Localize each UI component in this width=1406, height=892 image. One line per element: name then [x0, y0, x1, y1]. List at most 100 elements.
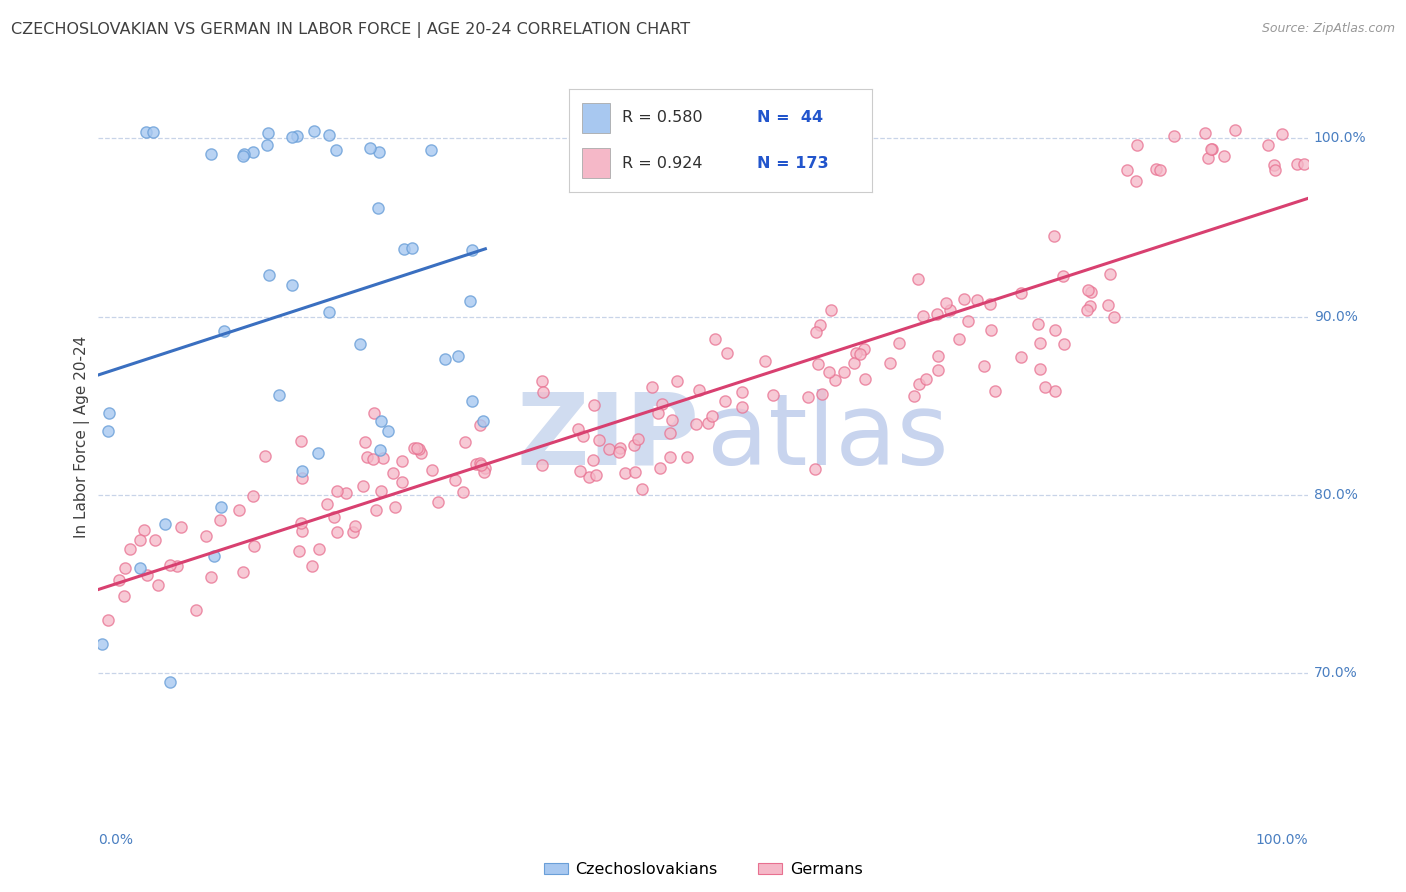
Point: [1102, 310, 1125, 324]
Point: [953, 293, 976, 307]
Point: [377, 424, 399, 438]
Point: [135, 125, 157, 139]
Legend: Czechoslovakians, Germans: Czechoslovakians, Germans: [537, 856, 869, 884]
Point: [688, 383, 710, 397]
Point: [624, 465, 647, 479]
Point: [915, 372, 938, 386]
Point: [641, 380, 664, 394]
Point: [957, 314, 980, 328]
Point: [530, 374, 553, 388]
Point: [382, 466, 405, 480]
Point: [716, 345, 738, 359]
Point: [143, 533, 166, 548]
Point: [700, 409, 723, 424]
Point: [1257, 137, 1279, 152]
Point: [470, 458, 492, 472]
Point: [291, 470, 314, 484]
Point: [281, 278, 304, 293]
Point: [232, 147, 254, 161]
Point: [433, 351, 456, 366]
Point: [666, 374, 689, 388]
Point: [530, 458, 553, 472]
Point: [879, 356, 901, 370]
Point: [1052, 269, 1074, 284]
FancyBboxPatch shape: [582, 148, 610, 178]
Point: [200, 147, 222, 161]
Point: [659, 426, 682, 441]
Point: [344, 519, 367, 533]
Point: [232, 149, 254, 163]
Point: [352, 479, 374, 493]
Point: [1028, 361, 1050, 376]
Point: [291, 464, 314, 478]
Point: [1225, 123, 1247, 137]
Point: [1201, 142, 1223, 156]
Point: [460, 293, 482, 308]
Point: [583, 398, 606, 412]
Point: [685, 417, 707, 432]
Point: [202, 549, 225, 563]
Point: [142, 125, 165, 139]
Point: [242, 145, 264, 159]
Point: [285, 128, 308, 143]
Point: [842, 356, 865, 370]
Point: [318, 128, 340, 142]
Point: [1125, 137, 1147, 152]
Point: [460, 243, 482, 257]
Point: [447, 350, 470, 364]
Point: [363, 406, 385, 420]
Point: [409, 446, 432, 460]
Point: [927, 363, 949, 377]
Point: [1098, 267, 1121, 281]
Point: [571, 429, 593, 443]
Text: 0.0%: 0.0%: [98, 833, 134, 847]
Point: [288, 543, 311, 558]
Point: [973, 359, 995, 374]
Point: [159, 675, 181, 690]
Point: [136, 567, 159, 582]
FancyBboxPatch shape: [582, 103, 610, 133]
Point: [908, 376, 931, 391]
Point: [1201, 142, 1223, 156]
Point: [1043, 228, 1066, 243]
Point: [427, 495, 450, 509]
Point: [232, 565, 254, 579]
Point: [404, 442, 426, 456]
Text: Source: ZipAtlas.com: Source: ZipAtlas.com: [1261, 22, 1395, 36]
Point: [803, 462, 825, 476]
Point: [256, 137, 278, 152]
Point: [290, 516, 312, 531]
Point: [214, 325, 236, 339]
Point: [444, 473, 467, 487]
Point: [980, 323, 1002, 337]
Point: [281, 130, 304, 145]
Point: [153, 516, 176, 531]
Point: [118, 541, 141, 556]
Point: [97, 425, 120, 439]
Point: [315, 497, 337, 511]
Point: [675, 450, 697, 464]
Point: [367, 202, 389, 216]
Point: [1271, 128, 1294, 142]
Point: [1125, 173, 1147, 187]
Point: [607, 444, 630, 458]
Point: [853, 372, 876, 386]
Point: [228, 503, 250, 517]
Point: [364, 503, 387, 517]
Point: [468, 456, 491, 470]
Point: [326, 525, 349, 540]
Point: [911, 309, 934, 323]
Point: [291, 524, 314, 538]
Point: [370, 483, 392, 498]
Point: [935, 295, 957, 310]
Text: 80.0%: 80.0%: [1313, 488, 1358, 502]
Point: [1076, 303, 1098, 318]
Point: [704, 332, 727, 346]
Point: [470, 418, 492, 433]
Point: [627, 432, 650, 446]
Point: [762, 387, 785, 401]
Point: [588, 433, 610, 447]
Point: [811, 387, 834, 401]
Point: [1010, 350, 1032, 364]
Point: [166, 559, 188, 574]
